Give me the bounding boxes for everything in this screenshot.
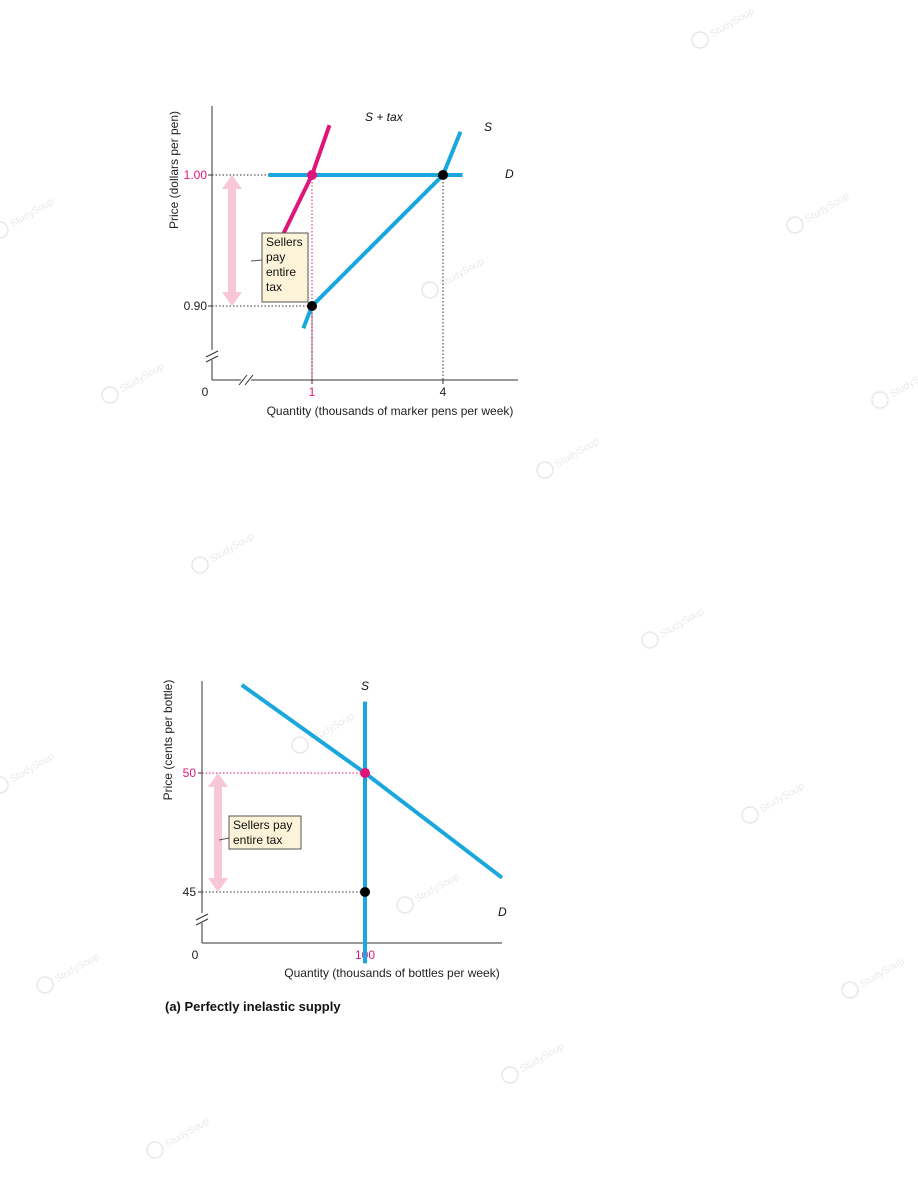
x-axis-break-mark	[244, 374, 254, 386]
x-tick-label: 0	[192, 948, 199, 962]
watermark-icon	[191, 556, 209, 574]
watermark-logo: StudySoup	[501, 1041, 567, 1084]
watermark-logo: StudySoup	[786, 191, 852, 234]
watermark-text: StudySoup	[8, 196, 56, 230]
watermark-logo: StudySoup	[191, 531, 257, 574]
watermark-text: StudySoup	[118, 361, 166, 395]
y-tick-label: 0.90	[184, 299, 208, 313]
y-axis-break-mark	[195, 918, 209, 926]
curve-label: D	[498, 905, 507, 919]
watermark-text: StudySoup	[553, 436, 601, 470]
watermark-text: StudySoup	[208, 531, 256, 565]
y-axis-break-mark	[205, 350, 219, 358]
y-axis-title: Price (cents per bottle)	[161, 680, 175, 801]
curve-label: D	[505, 167, 514, 181]
watermark-text: StudySoup	[518, 1041, 566, 1075]
watermark-logo: StudySoup	[871, 366, 918, 409]
curve-label: S	[361, 679, 369, 693]
curve-label: S + tax	[365, 110, 404, 124]
y-axis-title: Price (dollars per pen)	[167, 111, 181, 229]
equilibrium-point	[360, 768, 370, 778]
watermark-icon	[0, 776, 9, 794]
callout-text: entire	[266, 265, 296, 279]
watermark-text: StudySoup	[8, 751, 56, 785]
x-tick-label: 4	[440, 385, 447, 399]
x-axis-title: Quantity (thousands of bottles per week)	[284, 966, 499, 980]
x-tick-label: 0	[202, 385, 209, 399]
callout-box	[261, 232, 309, 303]
watermark-icon	[691, 31, 709, 49]
watermark-logo: StudySoup	[536, 436, 602, 479]
y-tick-label: 45	[183, 885, 197, 899]
watermark-icon	[291, 736, 309, 754]
watermark-logo: StudySoup	[0, 751, 57, 794]
watermark-logo: StudySoup	[641, 606, 707, 649]
x-tick-label: 1	[309, 385, 316, 399]
y-axis-break-mark	[195, 913, 209, 921]
watermark-text: StudySoup	[413, 871, 461, 905]
watermark-icon	[421, 281, 439, 299]
watermark-logo: StudySoup	[841, 956, 907, 999]
watermark-text: StudySoup	[163, 1116, 211, 1150]
watermark-text: StudySoup	[438, 256, 486, 290]
equilibrium-point	[307, 301, 317, 311]
watermark-text: StudySoup	[758, 781, 806, 815]
watermark-logo: StudySoup	[146, 1116, 212, 1159]
x-axis-break-gap	[241, 376, 251, 384]
watermark-icon	[396, 896, 414, 914]
callout-text: Sellers	[266, 235, 303, 249]
callout-leader	[218, 837, 230, 841]
watermark-logo: StudySoup	[36, 951, 102, 994]
watermark-logo: StudySoup	[291, 711, 357, 754]
watermark-logo: StudySoup	[741, 781, 807, 824]
watermark-logo: StudySoup	[421, 256, 487, 299]
curve-label: S	[484, 120, 492, 134]
x-axis-title: Quantity (thousands of marker pens per w…	[267, 404, 514, 418]
watermark-logo: StudySoup	[691, 6, 757, 49]
callout-text: entire tax	[233, 833, 282, 847]
watermark-icon	[101, 386, 119, 404]
watermark-icon	[841, 981, 859, 999]
equilibrium-point	[307, 170, 317, 180]
watermark-icon	[786, 216, 804, 234]
watermark-icon	[741, 806, 759, 824]
watermark-text: StudySoup	[708, 6, 756, 40]
tax-incidence-arrow	[222, 175, 242, 306]
y-axis-break-mark	[205, 355, 219, 363]
watermark-text: StudySoup	[888, 366, 918, 400]
x-axis-break-mark	[238, 374, 248, 386]
curve-s-tax	[279, 124, 332, 239]
watermark-text: StudySoup	[658, 606, 706, 640]
watermark-icon	[36, 976, 54, 994]
watermark-logo: StudySoup	[0, 196, 57, 239]
callout-text: tax	[266, 280, 282, 294]
curve-s	[301, 131, 463, 330]
tax-incidence-arrow	[208, 773, 228, 892]
equilibrium-point	[438, 170, 448, 180]
watermark-icon	[501, 1066, 519, 1084]
callout-leader	[250, 259, 263, 262]
callout-box	[228, 815, 302, 850]
chart-bottles: Price (cents per bottle) Quantity (thousa…	[161, 679, 507, 1014]
chart-marker-pens: Price (dollars per pen) Quantity (thousan…	[167, 106, 518, 418]
chart-caption: (a) Perfectly inelastic supply	[165, 999, 341, 1014]
watermark-icon	[536, 461, 554, 479]
watermark-text: StudySoup	[53, 951, 101, 985]
watermark-text: StudySoup	[858, 956, 906, 990]
y-axis-break-gap	[208, 350, 216, 360]
watermark-logo: StudySoup	[396, 871, 462, 914]
watermark-logo: StudySoup	[101, 361, 167, 404]
watermark-icon	[871, 391, 889, 409]
watermark-text: StudySoup	[803, 191, 851, 225]
equilibrium-point	[360, 887, 370, 897]
y-tick-label: 1.00	[184, 168, 208, 182]
watermark-icon	[641, 631, 659, 649]
callout-text: pay	[266, 250, 285, 264]
y-tick-label: 50	[183, 766, 197, 780]
y-axis-break-gap	[198, 913, 206, 923]
watermark-icon	[146, 1141, 164, 1159]
watermark-icon	[0, 221, 9, 239]
callout-text: Sellers pay	[233, 818, 292, 832]
